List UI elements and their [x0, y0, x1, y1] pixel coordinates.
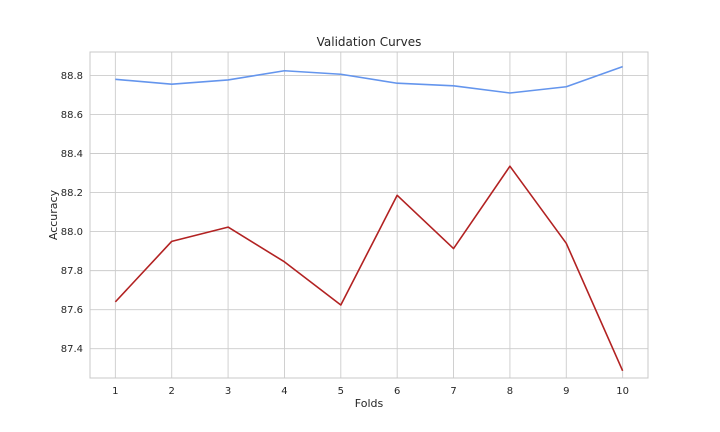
series-line-2 [114, 165, 624, 372]
x-tick-label: 2 [169, 386, 175, 397]
x-tick-labels: 1 2 3 4 5 6 7 8 9 10 [112, 386, 629, 397]
x-axis-label: Folds [355, 397, 384, 410]
grid [90, 52, 648, 378]
y-tick-label: 87.8 [61, 266, 83, 277]
x-tick-label: 9 [563, 386, 569, 397]
y-axis-label: Accuracy [47, 189, 60, 240]
x-tick-label: 6 [394, 386, 400, 397]
x-tick-label: 7 [450, 386, 456, 397]
y-tick-label: 88.6 [61, 110, 83, 121]
x-tick-label: 5 [338, 386, 344, 397]
x-tick-label: 3 [225, 386, 231, 397]
y-tick-labels: 87.4 87.6 87.8 88.0 88.2 88.4 88.6 88.8 [61, 71, 83, 355]
y-tick-label: 87.4 [61, 344, 83, 355]
y-tick-label: 88.4 [61, 149, 83, 160]
series-layer [114, 65, 624, 372]
y-tick-label: 88.8 [61, 71, 83, 82]
series-line-1 [115, 65, 623, 94]
plot-frame [89, 51, 649, 379]
x-tick-label: 4 [281, 386, 287, 397]
x-tick-label: 8 [507, 386, 513, 397]
y-tick-label: 87.6 [61, 305, 83, 316]
y-tick-label: 88.0 [61, 227, 83, 238]
x-tick-label: 1 [112, 386, 118, 397]
y-tick-label: 88.2 [61, 188, 83, 199]
x-tick-label: 10 [616, 386, 629, 397]
chart-title: Validation Curves [317, 35, 422, 49]
